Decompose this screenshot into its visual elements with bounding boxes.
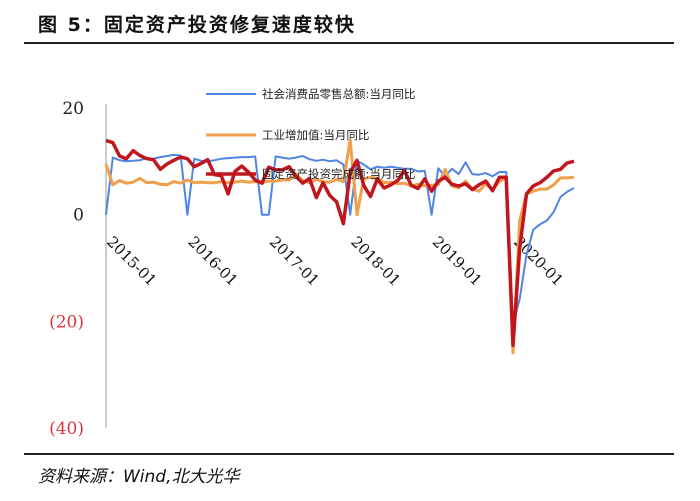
y-tick-label: 0 xyxy=(73,206,84,226)
source-note: 资料来源：Wind,北大光华 xyxy=(38,467,240,487)
legend-label: 工业增加值:当月同比 xyxy=(262,128,369,142)
y-tick-label: (40) xyxy=(49,419,84,439)
legend-label: 社会消费品零售总额:当月同比 xyxy=(262,87,415,101)
x-tick-label: 2018-01 xyxy=(347,233,404,290)
legend-label: 固定资产投资完成额:当月同比 xyxy=(262,167,415,181)
x-tick-label: 2017-01 xyxy=(266,233,323,290)
series-lines xyxy=(104,138,575,355)
title-rule xyxy=(24,42,674,44)
y-tick-label: (20) xyxy=(49,312,84,332)
x-tick-label: 2015-01 xyxy=(103,233,160,290)
source-rule xyxy=(24,453,674,455)
x-tick-label: 2016-01 xyxy=(185,233,242,290)
line-chart: 20 0 (20) (40) 2015-01 2016-01 2017-01 2018-01… xyxy=(49,87,575,439)
y-tick-label: 20 xyxy=(62,99,84,119)
x-tick-labels: 2015-01 2016-01 2017-01 2018-01 2019-01 2020-… xyxy=(103,233,567,290)
y-tick-labels: 20 0 (20) (40) xyxy=(49,99,84,439)
series-line-0 xyxy=(105,153,575,325)
x-tick-label: 2019-01 xyxy=(429,233,486,290)
figure-title: 图 5：固定资产投资修复速度较快 xyxy=(38,14,356,36)
series-line-2 xyxy=(105,138,575,348)
